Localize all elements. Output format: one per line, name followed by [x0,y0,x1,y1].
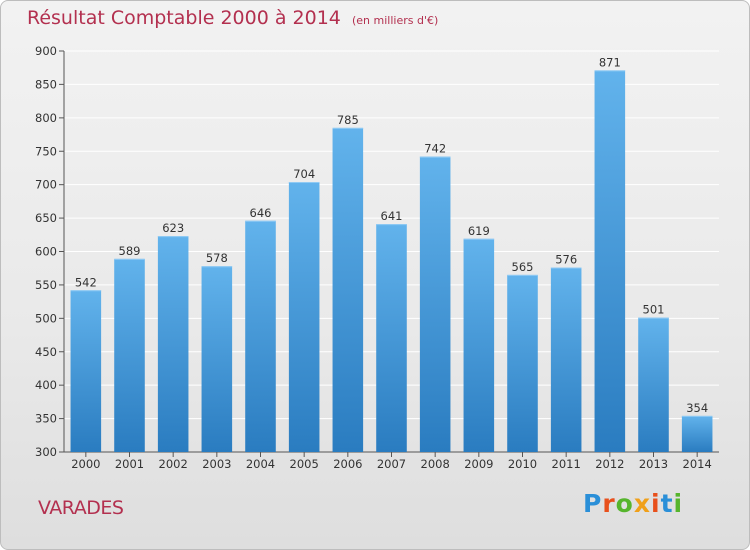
logo-letter: P [583,489,603,518]
bar-2011 [550,267,582,452]
y-tick-label: 700 [35,178,57,192]
value-label-2001: 589 [119,244,141,258]
y-tick-label: 450 [35,345,57,359]
x-tick-label-2009: 2009 [464,457,493,471]
bar-2005 [288,181,320,452]
y-tick-label: 600 [35,245,57,259]
bar-2002 [157,236,189,452]
bar-2007 [376,224,407,452]
bar-2001 [114,258,145,452]
logo-letter: i [651,489,661,518]
bar-2004 [245,220,276,452]
x-tick-label-2002: 2002 [159,457,188,471]
y-tick-label: 400 [35,378,57,392]
x-tick-label-2010: 2010 [508,457,537,471]
value-label-2008: 742 [424,142,446,156]
value-label-2011: 576 [555,253,577,267]
logo-letter: x [633,489,651,518]
value-label-2005: 704 [293,167,315,181]
y-tick-label: 650 [35,211,57,225]
bar-2012 [594,70,626,453]
chart-title-main: Résultat Comptable 2000 à 2014 [27,7,341,29]
x-tick-label-2004: 2004 [246,457,275,471]
bar-2008 [419,156,451,452]
town-name: VARADES [38,497,124,519]
x-tick-label-2003: 2003 [202,457,231,471]
x-tick-label-2008: 2008 [421,457,450,471]
x-tick-label-2000: 2000 [71,457,100,471]
bar-2013 [638,317,669,452]
x-tick-label-2001: 2001 [115,457,144,471]
value-label-2014: 354 [686,401,708,415]
value-label-2013: 501 [643,303,665,317]
bar-2009 [463,238,495,452]
chart-title-unit: (en milliers d'€) [351,14,439,27]
x-tick-label-2012: 2012 [595,457,624,471]
x-tick-label-2014: 2014 [683,457,712,471]
value-label-2000: 542 [75,275,97,289]
y-tick-label: 550 [35,278,57,292]
y-tick-label: 850 [35,77,57,91]
value-label-2012: 871 [599,55,621,69]
bar-2014 [681,415,713,452]
bar-2010 [507,274,538,452]
value-label-2009: 619 [468,224,490,238]
y-tick-label: 750 [35,144,57,158]
proxiti-logo[interactable]: Proxiti [583,489,683,518]
y-tick-label: 500 [35,311,57,325]
y-tick-label: 800 [35,111,57,125]
value-label-2007: 641 [381,209,403,223]
x-tick-label-2011: 2011 [552,457,581,471]
logo-letter: i [673,489,684,518]
value-label-2003: 578 [206,251,228,265]
logo-letter: o [615,489,634,518]
x-tick-label-2007: 2007 [377,457,406,471]
value-label-2010: 565 [512,260,534,274]
value-label-2002: 623 [162,221,184,235]
value-label-2004: 646 [250,206,272,220]
x-tick-label-2005: 2005 [290,457,319,471]
x-tick-label-2013: 2013 [639,457,668,471]
value-label-2006: 785 [337,113,359,127]
y-tick-label: 900 [35,44,57,58]
chart-title: Résultat Comptable 2000 à 2014 (en milli… [27,7,438,29]
y-tick-label: 300 [35,445,57,459]
logo-letter: r [602,489,616,518]
bar-2000 [70,290,102,452]
logo-letter: t [660,489,674,518]
bar-2003 [201,266,233,452]
bar-2006 [332,127,364,452]
x-tick-label-2006: 2006 [333,457,362,471]
y-tick-label: 350 [35,412,57,426]
